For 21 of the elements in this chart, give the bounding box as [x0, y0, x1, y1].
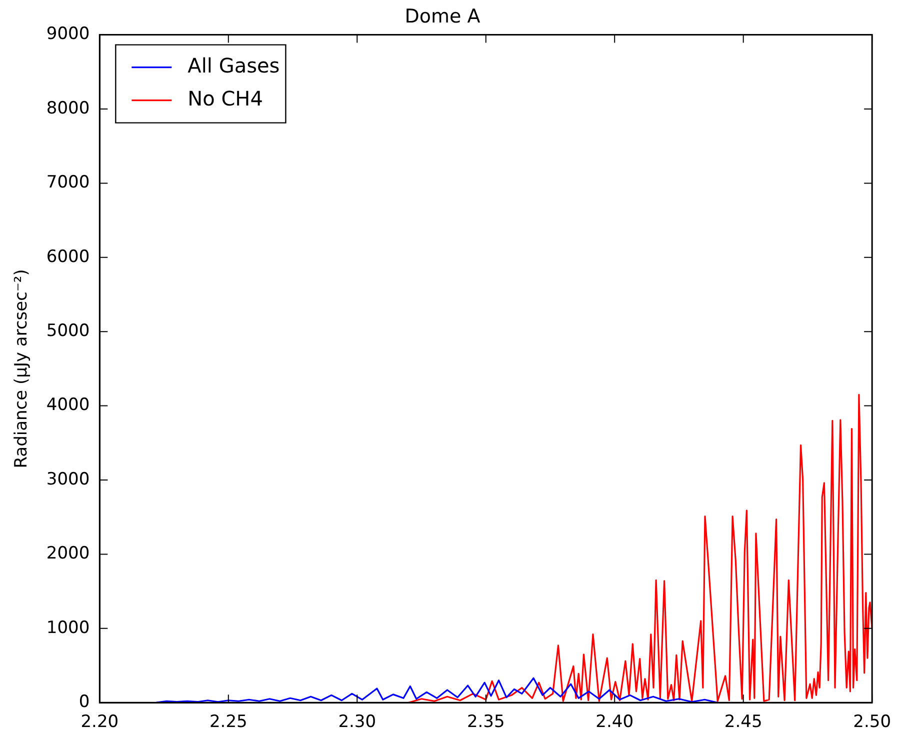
legend-label: No CH4	[188, 86, 263, 111]
x-tick-label: 2.25	[209, 712, 248, 732]
y-tick-label: 4000	[46, 395, 90, 416]
y-tick-label: 8000	[46, 98, 90, 118]
y-tick-label: 2000	[46, 544, 90, 564]
y-tick-label: 9000	[46, 24, 90, 44]
legend-label: All Gases	[188, 54, 280, 78]
x-tick-label: 2.20	[80, 712, 119, 732]
x-tick-label: 2.50	[853, 712, 892, 732]
x-tick-label: 2.30	[338, 712, 376, 732]
y-tick-label: 3000	[46, 469, 90, 490]
chart-title: Dome A	[404, 5, 480, 28]
y-tick-label: 0	[78, 692, 90, 712]
x-tick-label: 2.40	[596, 712, 634, 732]
x-tick-label: 2.35	[466, 712, 505, 732]
y-tick-label: 1000	[46, 618, 90, 638]
x-tick-label: 2.45	[724, 712, 762, 732]
y-tick-label: 6000	[46, 246, 90, 267]
y-axis-title: Radiance (μJy arcsec⁻²)	[12, 269, 32, 468]
y-tick-label: 7000	[46, 172, 90, 193]
y-tick-label: 5000	[46, 321, 90, 342]
